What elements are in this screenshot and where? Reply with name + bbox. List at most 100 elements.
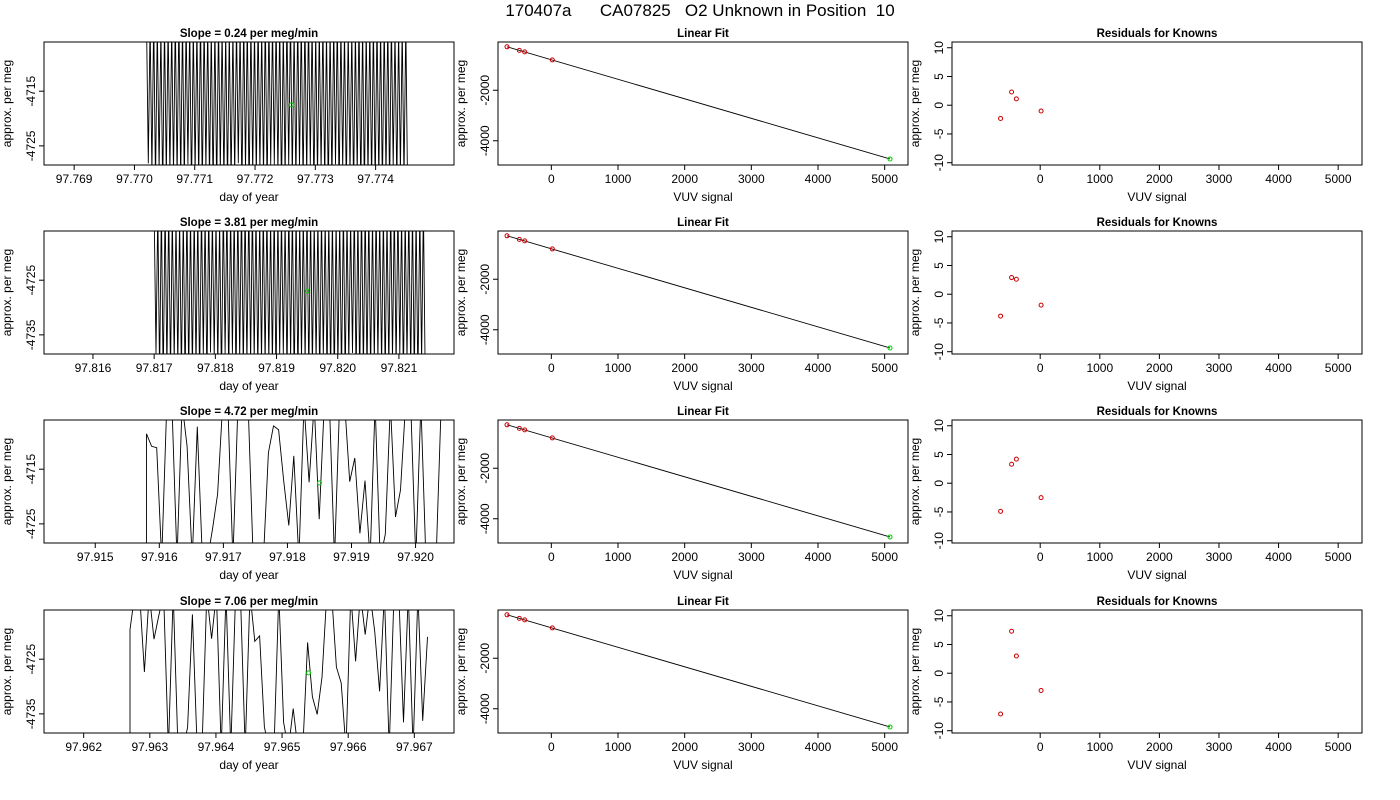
panel-r3-c1: Linear Fit VUV signal approx. per meg 0 1000… bbox=[454, 596, 909, 772]
x-tick-label: 0 bbox=[1037, 550, 1044, 564]
y-tick-label: -5 bbox=[932, 506, 946, 517]
y-tick-label: -5 bbox=[932, 317, 946, 328]
plot-area bbox=[129, 610, 428, 733]
x-tick-label: 97.919 bbox=[333, 550, 370, 564]
y-tick-label: 10 bbox=[932, 609, 946, 623]
panel-r0-c0: Slope = 0.24 per meg/min day of year appro… bbox=[0, 28, 455, 204]
panel-title: Slope = 7.06 per meg/min bbox=[180, 596, 318, 608]
data-point-unknown bbox=[887, 724, 893, 730]
x-axis-label: VUV signal bbox=[1127, 568, 1186, 582]
x-tick-label: 2000 bbox=[1146, 550, 1173, 564]
panel-title: Residuals for Knowns bbox=[1097, 28, 1218, 40]
data-point-known bbox=[998, 508, 1004, 514]
plot-frame bbox=[497, 419, 909, 544]
panel-title: Linear Fit bbox=[677, 217, 729, 229]
plot-frame bbox=[951, 609, 1363, 734]
plot-frame bbox=[43, 419, 455, 544]
data-point-known bbox=[549, 57, 555, 63]
y-tick-label: -4715 bbox=[24, 76, 38, 107]
panel-title: Residuals for Knowns bbox=[1097, 596, 1218, 608]
y-tick-label: -4000 bbox=[478, 314, 492, 345]
y-axis-label: approx. per meg bbox=[0, 249, 14, 336]
x-tick-label: 1000 bbox=[605, 361, 632, 375]
x-tick-label: 3000 bbox=[1206, 550, 1233, 564]
plot-area bbox=[998, 628, 1044, 717]
data-point-known bbox=[998, 711, 1004, 717]
x-tick-label: 1000 bbox=[605, 550, 632, 564]
y-tick-label: -4735 bbox=[24, 319, 38, 350]
y-tick-label: -4715 bbox=[24, 454, 38, 485]
y-tick-label: -10 bbox=[932, 532, 946, 550]
x-axis-label: VUV signal bbox=[1127, 190, 1186, 204]
plot-area bbox=[504, 44, 893, 162]
plot-frame bbox=[951, 41, 1363, 166]
data-point-unknown bbox=[887, 156, 893, 162]
y-tick-label: -5 bbox=[932, 696, 946, 707]
panel-title: Residuals for Knowns bbox=[1097, 217, 1218, 229]
data-point-unknown bbox=[887, 345, 893, 351]
plot-area bbox=[504, 422, 893, 540]
data-point-known bbox=[516, 47, 522, 53]
y-tick-label: 5 bbox=[932, 451, 946, 458]
panel-title: Linear Fit bbox=[677, 596, 729, 608]
y-axis-label: approx. per meg bbox=[908, 628, 922, 715]
panel-title: Slope = 0.24 per meg/min bbox=[180, 28, 318, 40]
x-tick-label: 97.966 bbox=[330, 740, 367, 754]
x-axis-label: VUV signal bbox=[1127, 758, 1186, 772]
panel-r0-c2: Residuals for Knowns VUV signal approx. pe… bbox=[908, 28, 1363, 204]
x-tick-label: 97.916 bbox=[141, 550, 178, 564]
y-tick-label: 0 bbox=[932, 480, 946, 487]
y-tick-label: 5 bbox=[932, 262, 946, 269]
x-tick-label: 1000 bbox=[1086, 550, 1113, 564]
x-tick-label: 1000 bbox=[1086, 172, 1113, 186]
data-point-known bbox=[522, 238, 528, 244]
plot-area bbox=[504, 233, 893, 351]
y-tick-label: 5 bbox=[932, 641, 946, 648]
panel-title: Linear Fit bbox=[677, 28, 729, 40]
data-point-known bbox=[516, 236, 522, 242]
data-point-known bbox=[504, 612, 510, 618]
x-axis-label: VUV signal bbox=[673, 190, 732, 204]
x-tick-label: 3000 bbox=[1206, 172, 1233, 186]
x-tick-label: 3000 bbox=[738, 550, 765, 564]
plot-area bbox=[146, 420, 442, 543]
y-tick-label: -10 bbox=[932, 343, 946, 361]
y-axis-label: approx. per meg bbox=[454, 628, 468, 715]
x-tick-label: 4000 bbox=[805, 740, 832, 754]
x-tick-label: 0 bbox=[548, 550, 555, 564]
data-point-known bbox=[1009, 89, 1015, 95]
x-tick-label: 4000 bbox=[1265, 361, 1292, 375]
fit-line bbox=[506, 235, 891, 349]
y-tick-label: -4725 bbox=[24, 644, 38, 675]
x-tick-label: 5000 bbox=[871, 740, 898, 754]
x-tick-label: 5000 bbox=[1325, 550, 1352, 564]
data-point-known bbox=[1038, 302, 1044, 308]
x-axis-label: VUV signal bbox=[673, 568, 732, 582]
data-point-known bbox=[522, 427, 528, 433]
fit-line bbox=[506, 46, 891, 160]
x-tick-label: 97.821 bbox=[381, 361, 418, 375]
x-tick-label: 97.816 bbox=[75, 361, 112, 375]
y-tick-label: -2000 bbox=[478, 75, 492, 106]
x-tick-label: 2000 bbox=[1146, 361, 1173, 375]
data-point-marker bbox=[288, 102, 294, 108]
x-tick-label: 97.918 bbox=[269, 550, 306, 564]
panel-r1-c1: Linear Fit VUV signal approx. per meg 0 1000… bbox=[454, 217, 909, 393]
x-tick-label: 0 bbox=[1037, 361, 1044, 375]
y-axis-label: approx. per meg bbox=[454, 438, 468, 525]
panel-r1-c0: Slope = 3.81 per meg/min day of year appro… bbox=[0, 217, 455, 393]
x-tick-label: 5000 bbox=[871, 361, 898, 375]
y-tick-label: -2000 bbox=[478, 264, 492, 295]
x-axis-label: VUV signal bbox=[1127, 379, 1186, 393]
y-tick-label: 10 bbox=[932, 41, 946, 55]
data-point-known bbox=[522, 49, 528, 55]
x-axis-label: day of year bbox=[219, 758, 278, 772]
y-tick-label: -2000 bbox=[478, 643, 492, 674]
plot-frame bbox=[951, 419, 1363, 544]
x-tick-label: 1000 bbox=[1086, 740, 1113, 754]
x-tick-label: 97.967 bbox=[396, 740, 433, 754]
data-point-known bbox=[998, 115, 1004, 121]
x-tick-label: 97.965 bbox=[264, 740, 301, 754]
x-axis-label: VUV signal bbox=[673, 758, 732, 772]
data-point-known bbox=[1013, 456, 1019, 462]
